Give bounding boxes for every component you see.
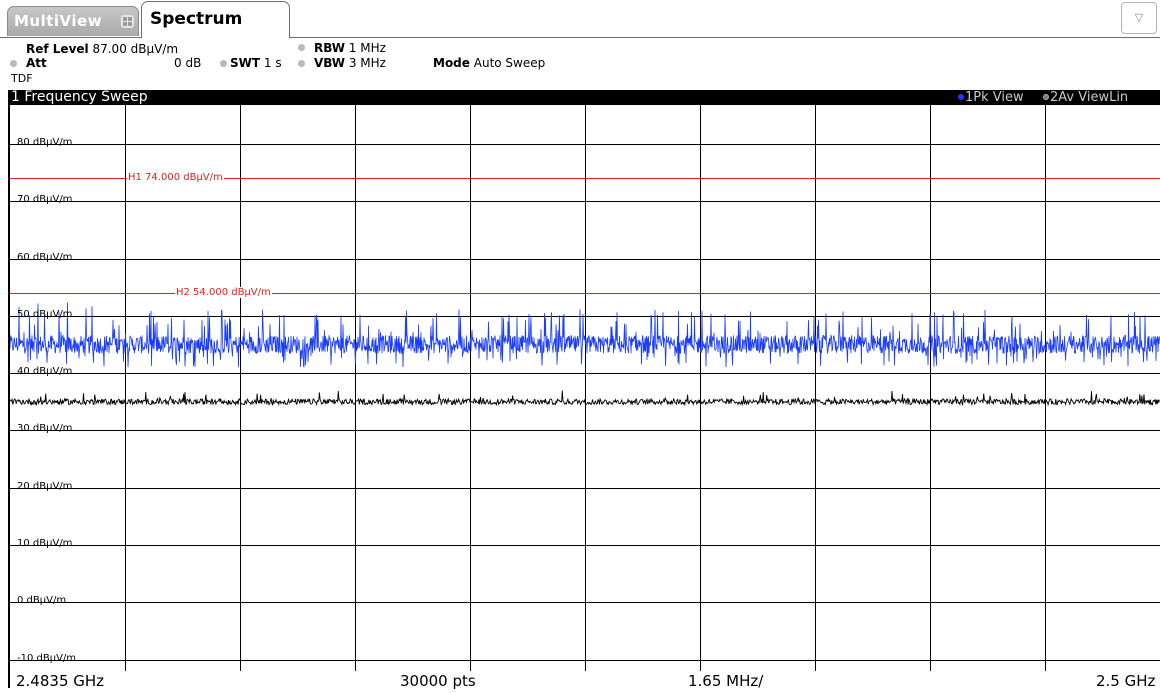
menu-dropdown-button[interactable]: ▽ [1121, 2, 1157, 34]
vbw-label: VBW [314, 56, 346, 70]
start-frequency: 2.4835 GHz [16, 672, 105, 690]
tab-multiview-label: MultiView [14, 12, 103, 30]
diagram-left-border [8, 105, 10, 688]
tab-divider [290, 37, 1160, 38]
tab-multiview[interactable]: MultiView [7, 6, 139, 36]
diagram-title-bar: 1 Frequency Sweep 1Pk View 2Av ViewLin [8, 90, 1160, 105]
tab-spectrum-label: Spectrum [150, 9, 243, 29]
diagram-title: 1 Frequency Sweep [11, 89, 148, 105]
swt-value: 1 s [263, 56, 282, 70]
mode-setting[interactable]: Mode Auto Sweep [433, 57, 545, 69]
triangle-down-icon: ▽ [1134, 11, 1144, 24]
limit-line-label: H1 74.000 dBµV/m [127, 172, 224, 184]
trace-1-line [10, 302, 1160, 368]
rbw-value: 1 MHz [348, 41, 386, 55]
ref-level-label: Ref Level [26, 42, 89, 56]
y-axis-label: 70 dBµV/m [17, 194, 73, 206]
y-axis-label: 0 dBµV/m [17, 595, 67, 607]
ref-level-value: 87.00 dBµV/m [92, 42, 179, 56]
y-axis-label: 60 dBµV/m [17, 251, 73, 263]
y-axis-label: 10 dBµV/m [17, 538, 73, 549]
y-axis-label: -10 dBµV/m [17, 652, 77, 664]
att-setting[interactable]: Att [26, 57, 47, 69]
ref-level-setting[interactable]: Ref Level 87.00 dBµV/m [26, 43, 178, 55]
tab-spectrum[interactable]: Spectrum [141, 1, 290, 38]
multiview-grid-icon [121, 15, 134, 28]
att-label: Att [26, 56, 47, 70]
mode-label: Mode [433, 56, 470, 70]
y-axis-label: 30 dBµV/m [17, 423, 73, 435]
tab-bar: MultiView Spectrum ▽ [0, 0, 1160, 38]
y-axis-label: 80 dBµV/m [17, 137, 73, 148]
rbw-setting[interactable]: RBW 1 MHz [314, 42, 386, 54]
sweep-points: 30000 pts [400, 672, 476, 690]
vbw-setting[interactable]: VBW 3 MHz [314, 57, 386, 69]
transducer-label: TDF [11, 72, 33, 85]
trace1-indicator-icon [958, 94, 964, 100]
swt-setting[interactable]: SWT 1 s [230, 57, 282, 69]
swt-indicator-dot [220, 60, 227, 67]
trace2-indicator-icon [1043, 94, 1049, 100]
tab-divider [0, 37, 141, 38]
swt-label: SWT [230, 56, 261, 70]
y-axis-label: 50 dBµV/m [17, 308, 73, 320]
att-indicator-dot [10, 60, 17, 67]
span-per-division: 1.65 MHz/ [688, 672, 764, 690]
stop-frequency: 2.5 GHz [1096, 672, 1156, 690]
vbw-value: 3 MHz [348, 56, 386, 70]
y-axis-label: 40 dBµV/m [17, 366, 73, 378]
att-value: 0 dB [174, 56, 202, 70]
trace-2-line [10, 390, 1160, 407]
mode-value: Auto Sweep [473, 56, 546, 70]
y-axis-label: 20 dBµV/m [17, 480, 73, 492]
trace2-label: 2Av ViewLin [1050, 90, 1129, 105]
spectrum-plot[interactable] [10, 105, 1160, 671]
rbw-indicator-dot [298, 44, 305, 51]
limit-line-label: H2 54.000 dBµV/m [175, 286, 272, 298]
trace1-label: 1Pk View [965, 90, 1024, 105]
vbw-indicator-dot [298, 60, 305, 67]
rbw-label: RBW [314, 41, 345, 55]
